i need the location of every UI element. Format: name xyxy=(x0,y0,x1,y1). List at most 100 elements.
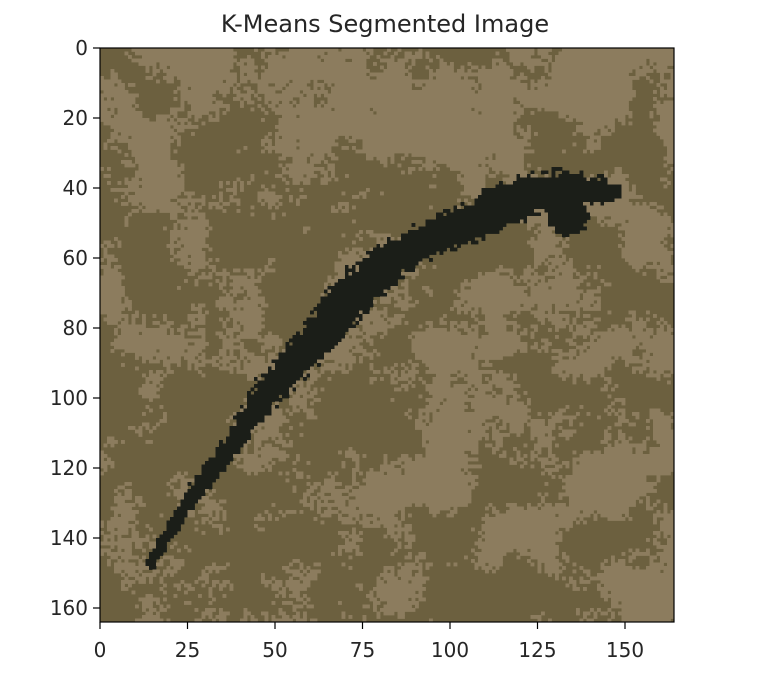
cluster-light-run xyxy=(145,524,150,528)
cluster-light-run xyxy=(142,184,185,189)
cluster-light-run xyxy=(268,62,367,66)
cluster-light-run xyxy=(324,499,328,504)
cluster-light-run xyxy=(576,356,612,360)
cluster-light-run xyxy=(628,517,633,521)
cluster-light-run xyxy=(621,601,674,605)
cluster-light-run xyxy=(509,429,524,434)
cluster-light-run xyxy=(523,272,531,276)
cluster-light-run xyxy=(579,618,584,622)
cluster-light-run xyxy=(222,363,227,367)
cluster-light-run xyxy=(282,170,314,175)
cluster-light-run xyxy=(324,104,521,108)
cluster-light-run xyxy=(369,468,374,472)
cluster-light-run xyxy=(548,471,552,476)
cluster-dark-run xyxy=(425,223,507,227)
cluster-light-run xyxy=(159,587,164,591)
cluster-light-run xyxy=(621,121,626,126)
cluster-dark-run xyxy=(352,265,356,269)
cluster-light-run xyxy=(261,118,265,122)
cluster-light-run xyxy=(243,450,248,455)
cluster-light-run xyxy=(240,349,248,353)
cluster-light-run xyxy=(184,265,206,269)
cluster-light-run xyxy=(135,356,139,360)
cluster-light-run xyxy=(247,181,251,185)
cluster-light-run xyxy=(355,464,360,469)
cluster-light-run xyxy=(653,65,668,70)
cluster-light-run xyxy=(338,205,342,210)
cluster-light-run xyxy=(583,296,601,301)
cluster-light-run xyxy=(177,587,181,591)
cluster-light-run xyxy=(663,100,674,105)
cluster-light-run xyxy=(100,104,132,108)
cluster-light-run xyxy=(327,471,332,476)
cluster-light-run xyxy=(275,440,286,444)
cluster-light-run xyxy=(362,604,370,609)
cluster-dark-run xyxy=(145,559,157,563)
cluster-light-run xyxy=(562,377,566,381)
cluster-light-run xyxy=(317,503,346,507)
cluster-light-run xyxy=(425,83,479,87)
cluster-light-run xyxy=(415,503,423,507)
cluster-light-run xyxy=(576,118,615,122)
cluster-light-run xyxy=(537,618,542,622)
cluster-light-run xyxy=(278,471,283,476)
cluster-light-run xyxy=(544,562,563,567)
cluster-light-run xyxy=(607,608,612,612)
cluster-dark-run xyxy=(219,440,223,444)
cluster-light-run xyxy=(282,90,300,94)
cluster-light-run xyxy=(331,90,475,94)
cluster-light-run xyxy=(604,436,612,441)
cluster-light-run xyxy=(299,188,304,192)
cluster-light-run xyxy=(124,317,129,322)
cluster-light-run xyxy=(142,209,157,213)
cluster-light-run xyxy=(667,181,671,185)
cluster-light-run xyxy=(100,457,104,462)
cluster-light-run xyxy=(537,492,542,497)
cluster-light-run xyxy=(149,373,160,378)
cluster-light-run xyxy=(534,447,542,451)
cluster-light-run xyxy=(201,573,209,577)
cluster-light-run xyxy=(173,541,178,546)
cluster-light-run xyxy=(614,384,619,388)
cluster-light-run xyxy=(247,72,258,77)
cluster-light-run xyxy=(558,111,633,115)
cluster-light-run xyxy=(495,268,514,273)
cluster-light-run xyxy=(660,79,674,84)
cluster-light-run xyxy=(411,338,521,343)
cluster-light-run xyxy=(530,436,535,441)
cluster-light-run xyxy=(226,107,230,112)
cluster-light-run xyxy=(555,275,573,280)
cluster-light-run xyxy=(555,328,559,332)
cluster-light-run xyxy=(222,321,227,325)
cluster-light-run xyxy=(236,209,241,213)
cluster-light-run xyxy=(621,412,626,416)
cluster-light-run xyxy=(163,583,167,588)
cluster-light-run xyxy=(334,499,346,504)
cluster-light-run xyxy=(289,426,293,430)
cluster-light-run xyxy=(373,601,381,605)
cluster-light-run xyxy=(338,517,353,521)
cluster-light-run xyxy=(254,93,258,98)
cluster-light-run xyxy=(184,583,192,588)
cluster-light-run xyxy=(240,618,248,622)
cluster-light-run xyxy=(579,454,674,458)
cluster-light-run xyxy=(583,510,594,514)
cluster-light-run xyxy=(562,254,566,259)
cluster-light-run xyxy=(201,195,206,199)
cluster-light-run xyxy=(625,258,671,262)
cluster-light-run xyxy=(534,258,545,262)
cluster-light-run xyxy=(516,125,521,129)
cluster-light-run xyxy=(660,443,674,448)
cluster-light-run xyxy=(646,538,650,542)
cluster-light-run xyxy=(264,48,276,52)
cluster-light-run xyxy=(383,289,388,294)
cluster-light-run xyxy=(642,440,647,444)
cluster-light-run xyxy=(572,317,577,322)
cluster-light-run xyxy=(576,310,580,315)
cluster-light-run xyxy=(394,387,402,392)
cluster-light-run xyxy=(534,443,552,448)
cluster-light-run xyxy=(600,566,633,570)
cluster-light-run xyxy=(642,352,650,357)
cluster-light-run xyxy=(271,576,276,581)
cluster-light-run xyxy=(541,230,552,234)
